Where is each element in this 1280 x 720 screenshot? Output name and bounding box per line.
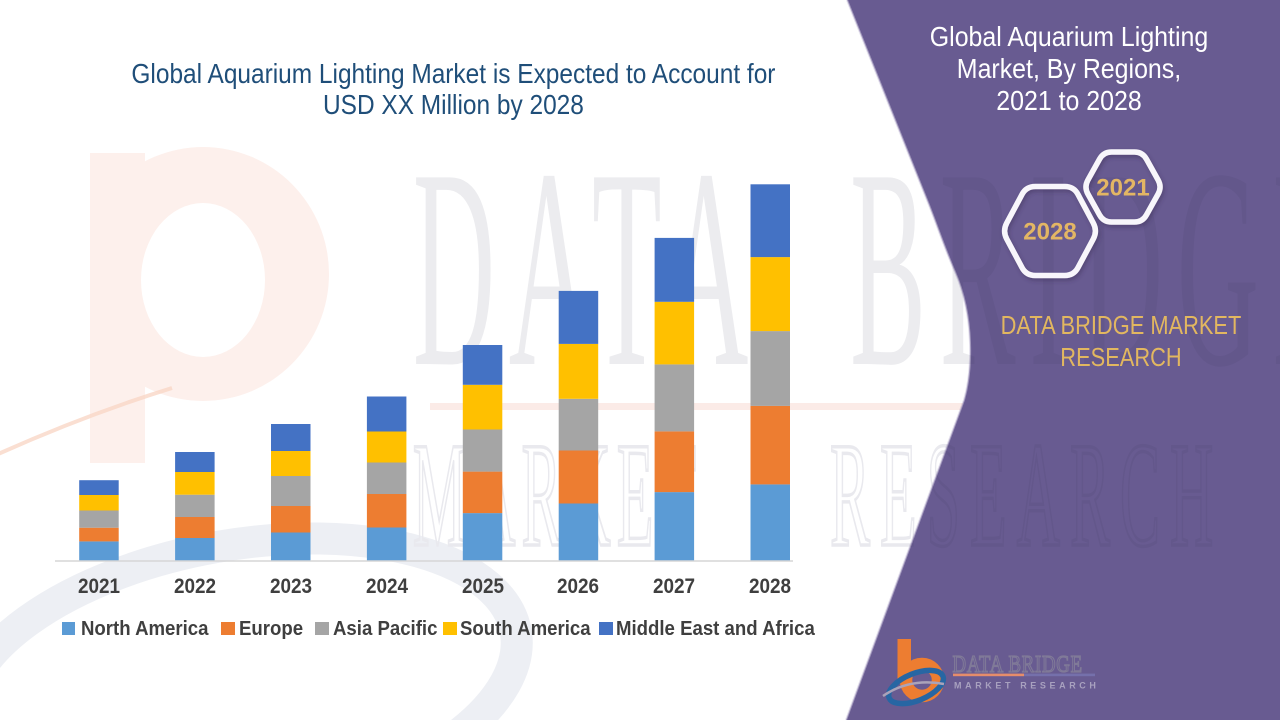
svg-text:2021: 2021 (1096, 175, 1149, 202)
svg-text:DATA BRIDGE: DATA BRIDGE (953, 651, 1083, 678)
svg-text:MARKET: MARKET (413, 411, 702, 578)
svg-text:MARKET RESEARCH: MARKET RESEARCH (954, 681, 1100, 691)
svg-text:2028: 2028 (1023, 219, 1076, 246)
